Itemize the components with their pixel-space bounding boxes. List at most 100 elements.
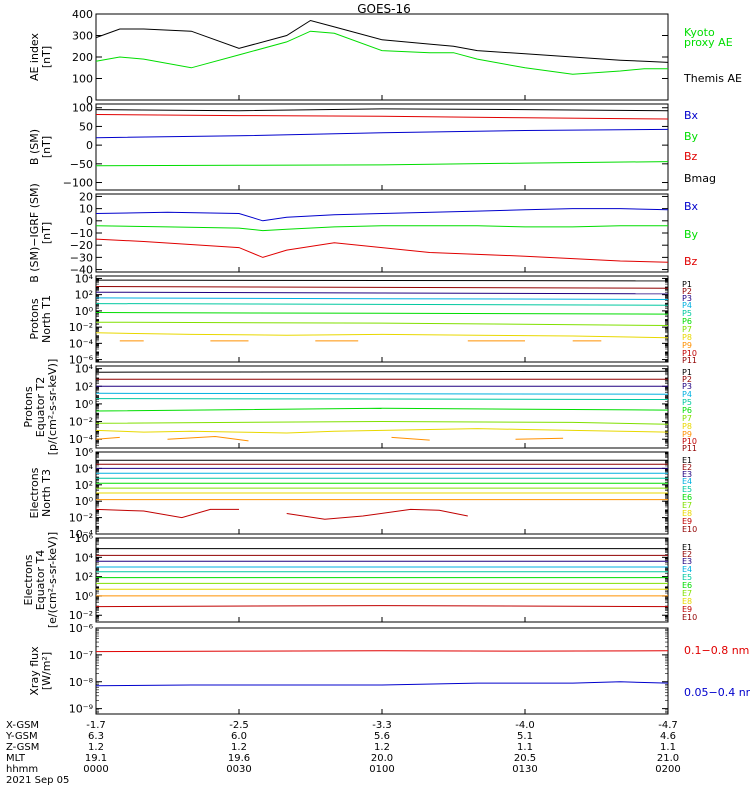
ephem-value: 20.5	[514, 753, 536, 764]
ephem-value: -1.7	[86, 720, 106, 731]
legend-entry: E10	[682, 613, 697, 622]
ytick-label: 10⁴	[75, 363, 94, 376]
ytick-label: 10⁴	[75, 272, 94, 285]
ylabel: B (SM)−IGRF (SM)	[28, 183, 41, 283]
ephem-value: 5.6	[374, 731, 390, 742]
ephem-value: -3.3	[372, 720, 392, 731]
legend-entry: P6	[682, 317, 692, 326]
ytick-label: 10⁻²	[69, 512, 93, 525]
series-p5	[95, 398, 669, 400]
legend-entry: E5	[682, 573, 692, 582]
legend-entry: Bx	[684, 200, 699, 213]
ephem-value: 0100	[369, 764, 394, 775]
series-themis-ae	[95, 19, 669, 63]
ephem-value: 1.1	[517, 742, 533, 753]
panel-frame	[95, 275, 669, 363]
ytick-label: 10⁶	[75, 446, 94, 459]
ytick-label: −40	[70, 264, 93, 277]
series-p6	[95, 407, 669, 412]
ytick-label: 10⁻²	[69, 321, 93, 334]
ephem-value: 19.1	[85, 753, 107, 764]
ylabel: North T1	[40, 295, 53, 343]
legend-entry: E7	[682, 589, 692, 598]
ephem-value: 0200	[655, 764, 680, 775]
series-p7	[95, 420, 669, 425]
legend-entry: E3	[682, 470, 692, 479]
series-p7	[95, 321, 669, 326]
ytick-label: 10⁻⁹	[69, 703, 93, 716]
ylabel: [p/(cm²-s-sr-keV)]	[46, 359, 59, 456]
ylabel: [W/m²]	[40, 652, 53, 690]
ylabel: Protons	[28, 298, 41, 339]
ytick-label: 10⁻⁶	[69, 354, 94, 367]
legend-entry: P4	[682, 301, 692, 310]
legend-entry: E6	[682, 493, 692, 502]
ytick-label: 400	[72, 8, 93, 21]
ephem-row-label: Z-GSM	[6, 742, 39, 753]
legend-entry: P3	[682, 294, 692, 303]
ephem-value: 19.6	[228, 753, 250, 764]
legend-entry: P10	[682, 437, 697, 446]
legend-entry: E4	[682, 477, 692, 486]
legend-entry: Kyoto	[684, 26, 715, 39]
legend-entry: Themis AE	[683, 72, 742, 85]
plot-title: GOES-16	[357, 2, 411, 16]
series-kyoto-proxy-ae	[95, 30, 668, 75]
ytick-label: 50	[79, 120, 93, 133]
ephem-value: 21.0	[657, 753, 679, 764]
ytick-label: 10⁴	[75, 462, 94, 475]
ytick-label: 10⁰	[75, 305, 94, 318]
panel-frame	[95, 365, 669, 449]
series-p9	[391, 436, 430, 441]
legend-entry: Bz	[684, 150, 698, 163]
ytick-label: 300	[72, 30, 93, 43]
panel-frame	[95, 627, 669, 715]
series-0-1-0-8-nm	[95, 650, 669, 653]
series-p8	[95, 332, 669, 339]
panel-peq: 10⁻⁴ 10⁻² 10⁰ 10² 10⁴ Protons Equator T2 [p/(cm…	[22, 359, 697, 456]
series-p5	[95, 303, 669, 306]
ytick-label: 100	[72, 102, 93, 115]
ytick-label: 10⁰	[75, 590, 94, 603]
ytick-label: 20	[79, 190, 93, 203]
ephem-value: -2.5	[229, 720, 249, 731]
ytick-label: 10⁻⁸	[69, 676, 94, 689]
series-p6	[95, 312, 669, 315]
ephem-value: 6.3	[88, 731, 104, 742]
legend-entry: By	[684, 228, 699, 241]
series-p4	[95, 297, 669, 300]
legend-entry: P1	[682, 368, 692, 377]
series-p3	[95, 291, 669, 295]
ytick-label: 0	[86, 139, 93, 152]
ylabel: [nT]	[40, 46, 53, 68]
ytick-label: 10⁻⁴	[69, 433, 94, 446]
ephem-value: 0030	[226, 764, 251, 775]
series-bx	[95, 128, 669, 139]
ylabel: North T3	[40, 469, 53, 517]
ytick-label: 10⁰	[75, 398, 94, 411]
legend-entry: E3	[682, 557, 692, 566]
ytick-label: 10⁻⁴	[69, 528, 94, 541]
legend-entry: P2	[682, 375, 692, 384]
legend-entry: E1	[682, 543, 692, 552]
legend-entry: P5	[682, 309, 692, 318]
series-by	[95, 161, 669, 167]
legend-entry: E9	[682, 605, 692, 614]
panel-frame	[95, 103, 669, 191]
legend-entry: Bx	[684, 109, 699, 122]
ephem-row-label: X-GSM	[6, 720, 39, 731]
series-p1	[95, 279, 669, 282]
ylabel: [nT]	[40, 222, 53, 244]
series-p4	[95, 392, 669, 395]
ytick-label: 10⁻⁴	[69, 337, 94, 350]
legend-entry: 0.1−0.8 nm	[684, 644, 749, 657]
panel-xray: 10⁻⁹ 10⁻⁸ 10⁻⁷ 10⁻⁶ Xray flux [W/m²] 0.1−0.8 n…	[28, 622, 750, 716]
ytick-label: −10	[70, 227, 93, 240]
ytick-label: 10²	[75, 571, 93, 584]
legend-entry: E9	[682, 517, 692, 526]
ephem-value: 4.6	[660, 731, 676, 742]
